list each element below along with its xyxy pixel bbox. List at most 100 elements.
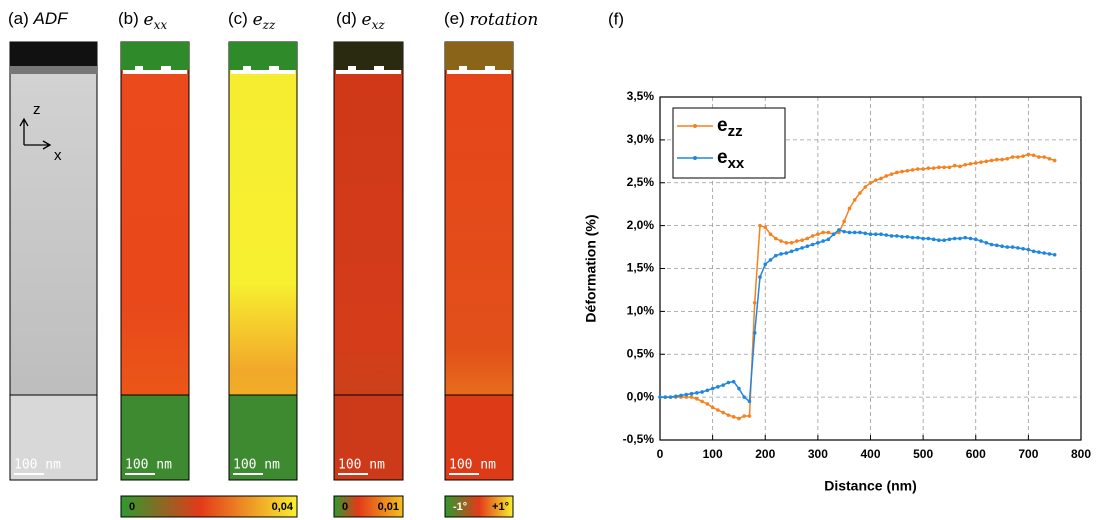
- scale-bar-label: 100 nm: [233, 458, 280, 473]
- y-axis-title: Déformation (%): [583, 214, 599, 322]
- data-point: [1021, 154, 1025, 158]
- data-point: [779, 239, 783, 243]
- data-point: [763, 262, 768, 267]
- x-tick-label: 800: [1071, 447, 1091, 461]
- data-point: [726, 413, 731, 417]
- panel-interface: [459, 66, 467, 71]
- data-point: [673, 394, 678, 399]
- panel-substrate: [120, 394, 190, 481]
- y-tick-label: 1,0%: [627, 304, 655, 318]
- data-point: [705, 402, 710, 406]
- data-point: [952, 163, 957, 168]
- data-point: [768, 258, 773, 262]
- data-point: [895, 234, 899, 238]
- data-point: [958, 164, 962, 169]
- data-point: [658, 395, 662, 399]
- x-tick-label: 400: [860, 447, 880, 461]
- data-point: [884, 233, 889, 237]
- data-point: [984, 240, 989, 245]
- data-point: [968, 162, 973, 166]
- chart-label: (f): [608, 9, 624, 28]
- data-point: [742, 395, 746, 399]
- scale-bar-label: 100 nm: [14, 458, 61, 473]
- data-point: [689, 391, 694, 396]
- data-point: [1047, 252, 1052, 256]
- data-point: [968, 236, 973, 241]
- series-line: [660, 153, 1055, 420]
- data-point: [758, 223, 762, 228]
- data-point: [1047, 156, 1052, 161]
- data-point: [900, 169, 904, 174]
- panel-title: (a) ADF: [8, 9, 69, 28]
- panel-interface: [10, 66, 97, 74]
- legend-label-main: e: [717, 147, 728, 168]
- data-point: [868, 232, 873, 236]
- panel-interface: [231, 70, 295, 74]
- data-point: [873, 178, 878, 182]
- data-point: [1000, 244, 1004, 249]
- data-point: [1052, 252, 1057, 257]
- data-point: [973, 237, 978, 242]
- panel-subscript: zz: [262, 18, 276, 32]
- panel-substrate: [228, 394, 298, 481]
- panel-symbol: e: [362, 10, 372, 30]
- panel-top-layer: [445, 42, 513, 70]
- panel-top-layer: [121, 42, 189, 70]
- data-point: [763, 225, 768, 230]
- data-point: [784, 240, 789, 245]
- panel-label: (d): [336, 9, 357, 28]
- data-point: [737, 386, 741, 391]
- panel-label: (c): [228, 9, 248, 28]
- data-point: [816, 240, 820, 245]
- data-point: [695, 397, 699, 401]
- legend-label: ezz: [717, 115, 743, 140]
- panel-interface: [336, 70, 401, 74]
- data-point: [784, 251, 789, 255]
- panel-interface: [243, 66, 251, 71]
- data-point: [789, 240, 794, 245]
- data-point: [826, 237, 831, 242]
- data-point: [984, 159, 989, 164]
- data-point: [879, 176, 883, 181]
- y-tick-label: 3,5%: [627, 89, 655, 103]
- x-tick-label: 0: [657, 447, 664, 461]
- data-point: [805, 244, 810, 249]
- legend-label-main: e: [717, 115, 728, 136]
- data-point: [821, 230, 825, 235]
- data-point: [800, 238, 804, 243]
- axis-label: z: [33, 101, 41, 118]
- data-point: [795, 239, 799, 243]
- data-point: [879, 232, 883, 236]
- data-point: [921, 167, 925, 171]
- data-point: [873, 232, 878, 236]
- data-point: [847, 230, 852, 235]
- data-point: [937, 165, 941, 170]
- data-point: [773, 253, 778, 258]
- colorbar-min: 0: [342, 501, 348, 513]
- data-point: [810, 242, 815, 247]
- data-point: [905, 168, 910, 173]
- panel-title: (b) exx: [118, 9, 167, 31]
- data-point: [747, 414, 752, 418]
- data-point: [847, 206, 852, 211]
- data-point: [768, 232, 773, 236]
- colorbar: [444, 495, 514, 518]
- data-point: [710, 405, 715, 410]
- panel-symbol: rotation: [470, 10, 539, 30]
- data-point: [905, 234, 910, 239]
- panel-label: (a): [8, 9, 29, 28]
- data-point: [989, 158, 994, 163]
- data-point: [926, 166, 931, 170]
- data-point: [689, 395, 694, 399]
- data-point: [947, 237, 952, 242]
- data-point: [1037, 250, 1041, 255]
- colorbar-min: -1°: [453, 501, 467, 513]
- data-point: [916, 167, 920, 171]
- data-point: [1016, 246, 1020, 250]
- data-point: [1026, 247, 1031, 252]
- x-tick-label: 200: [755, 447, 775, 461]
- x-tick-label: 500: [913, 447, 933, 461]
- data-point: [731, 415, 736, 419]
- panel-symbol: ADF: [33, 9, 70, 28]
- data-point: [995, 157, 999, 162]
